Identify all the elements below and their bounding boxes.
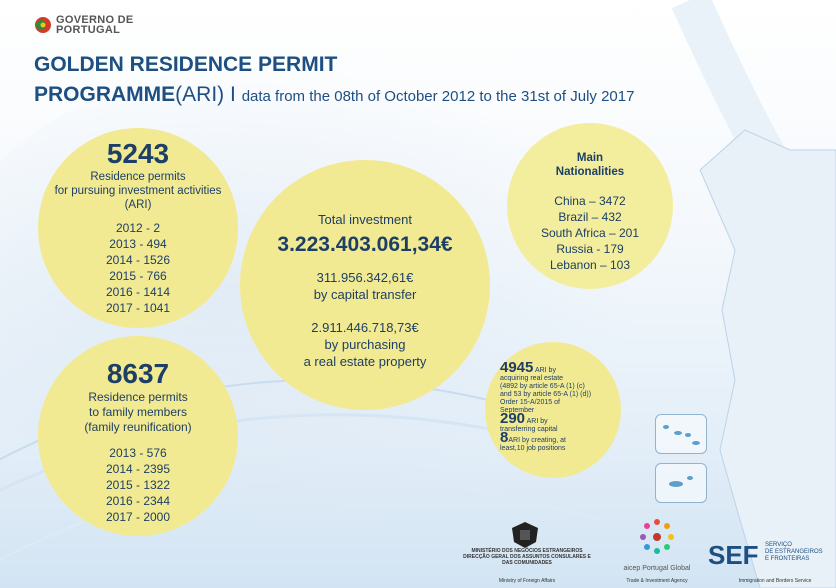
mne-line3: DAS COMUNIDADES — [502, 560, 552, 566]
sef-logo-text: SEF — [708, 540, 759, 570]
aicep-logo-icon — [640, 519, 674, 554]
sef-caption: Immigration and Borders Service — [738, 578, 812, 584]
nationality-item: Lebanon – 103 — [549, 258, 631, 272]
capital-text2: transferring capital — [500, 426, 558, 433]
sef-full-name: SERVIÇO DE ESTRANGEIROS E FRONTEIRAS — [765, 542, 823, 563]
permits-total: 5243 — [106, 138, 170, 169]
family-year-item: 2016 - 2344 — [105, 494, 171, 508]
real-estate-count: 4945 — [500, 359, 534, 376]
total-investment-circle: Total investment 3.223.403.061,34€ 311.9… — [240, 160, 490, 410]
real-estate-text4: and 53 by article 65-A (1) (d)) — [500, 391, 592, 398]
mne-name: MINISTÉRIO DOS NEGÓCIOS ESTRANGEIROS DIR… — [452, 548, 602, 566]
real-estate-text3: (4892 by article 65-A (1) (c) — [500, 383, 585, 390]
ari-breakdown-circle: 4945 ARI by acquiring real estate (4892 … — [485, 342, 621, 478]
permits-desc3: (ARI) — [124, 199, 152, 211]
investment-total: 3.223.403.061,34€ — [277, 233, 453, 256]
jobs-count: 8 — [500, 429, 509, 446]
sef-line1: SERVIÇO — [765, 542, 792, 548]
mne-caption: Ministry of Foreign Affairs — [498, 578, 556, 584]
nationality-item: South Africa – 201 — [540, 226, 640, 240]
mne-coat-of-arms-logo — [508, 520, 542, 555]
nationalities-title2: Nationalities — [555, 166, 625, 178]
investment-capital-value: 311.956.342,61€ — [316, 270, 414, 285]
capital-count: 290 — [500, 410, 526, 427]
permits-desc2: for pursuing investment activities — [54, 185, 222, 197]
jobs-text2: least,10 job positions — [500, 445, 566, 452]
sef-line2: DE ESTRANGEIROS — [765, 549, 823, 555]
azores-inset-map — [655, 414, 707, 454]
investment-property-label2: a real estate property — [303, 354, 427, 369]
family-year-item: 2015 - 1322 — [105, 478, 171, 492]
madeira-islands-icon — [669, 476, 693, 487]
family-year-item: 2017 - 2000 — [105, 510, 171, 524]
family-desc2: to family members — [88, 405, 188, 419]
real-estate-text5: Order 15-A/2015 of — [500, 399, 560, 406]
permits-desc1: Residence permits — [90, 171, 186, 183]
permits-year-item: 2017 - 1041 — [105, 301, 171, 315]
logo-line2: PORTUGAL — [56, 24, 121, 36]
azores-islands-icon — [663, 425, 700, 445]
aicep-name: aicep Portugal Global — [623, 565, 691, 572]
family-year-item: 2013 - 576 — [109, 446, 167, 460]
investment-property-label1: by purchasing — [324, 337, 406, 352]
title-programme: PROGRAMME — [34, 83, 176, 106]
capital-text1: ARI by — [526, 418, 548, 425]
real-estate-text6: September — [500, 407, 535, 414]
family-desc1: Residence permits — [88, 390, 188, 404]
permits-year-item: 2013 - 494 — [109, 237, 167, 251]
investment-capital-label: by capital transfer — [313, 287, 417, 302]
breakdown-text-block: 4945 ARI by acquiring real estate (4892 … — [500, 360, 618, 453]
aicep-caption: Trade & Investment Agency — [626, 578, 688, 584]
real-estate-text1: ARI by — [534, 367, 556, 374]
nationalities-title1: Main — [576, 152, 604, 164]
family-year-item: 2014 - 2395 — [105, 462, 171, 476]
governo-portugal-logo: GOVERNO DE PORTUGAL — [34, 14, 134, 36]
nationality-item: Russia - 179 — [556, 242, 624, 256]
investment-permits-circle: 5243 Residence permits for pursuing inve… — [38, 128, 238, 328]
permits-year-item: 2015 - 766 — [109, 269, 167, 283]
family-total: 8637 — [106, 358, 170, 389]
logo-line1: GOVERNO DE — [56, 14, 134, 26]
family-desc3: (family reunification) — [84, 420, 192, 434]
nationality-item: China – 3472 — [554, 194, 626, 208]
permits-year-item: 2012 - 2 — [115, 221, 161, 235]
permits-year-list: 2012 - 2 2013 - 494 2014 - 1526 2015 - 7… — [38, 220, 238, 316]
nationalities-circle: Main Nationalities China – 3472 Brazil –… — [507, 123, 673, 289]
investment-label: Total investment — [318, 212, 412, 227]
title-separator: I — [224, 83, 242, 106]
page-subtitle: data from the 08th of October 2012 to th… — [241, 88, 635, 105]
title-ari: (ARI) — [175, 83, 225, 106]
portugal-emblem-icon — [35, 17, 51, 33]
mne-line2: DIRECÇÃO GERAL DOS ASSUNTOS CONSULARES E — [463, 554, 591, 560]
permits-year-item: 2016 - 1414 — [105, 285, 171, 299]
madeira-inset-map — [655, 463, 707, 503]
jobs-text1: ARI by creating, at — [508, 437, 566, 444]
page-title-line2: PROGRAMME(ARI) I data from the 08th of O… — [34, 83, 634, 107]
nationality-item: Brazil – 432 — [558, 210, 622, 224]
mne-line1: MINISTÉRIO DOS NEGÓCIOS ESTRANGEIROS — [471, 548, 583, 554]
investment-property-value: 2.911.446.718,73€ — [311, 320, 419, 335]
sef-line3: E FRONTEIRAS — [765, 556, 810, 562]
nationalities-list: China – 3472 Brazil – 432 South Africa –… — [507, 193, 673, 273]
coat-of-arms-icon — [512, 522, 538, 548]
real-estate-text2: acquiring real estate — [500, 375, 564, 382]
permits-year-item: 2014 - 1526 — [105, 253, 171, 267]
family-year-list: 2013 - 576 2014 - 2395 2015 - 1322 2016 … — [38, 445, 238, 525]
page-title: GOLDEN RESIDENCE PERMIT — [34, 53, 338, 76]
family-permits-circle: 8637 Residence permits to family members… — [38, 336, 238, 536]
